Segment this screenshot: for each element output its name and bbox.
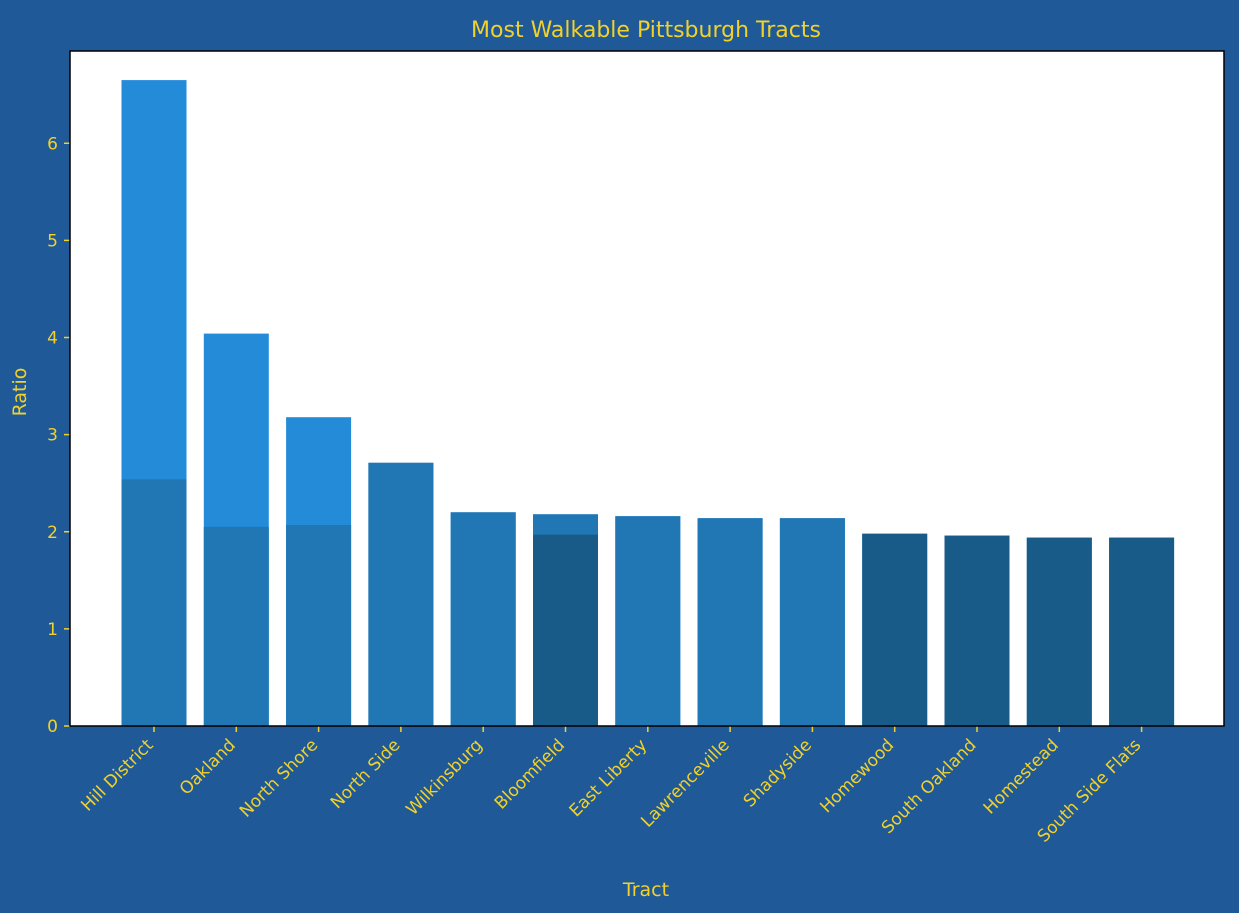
- bar-south-oakland-series-3: [944, 535, 1010, 726]
- bar-lawrenceville-series-2: [697, 518, 763, 726]
- y-tick-label: 5: [47, 231, 58, 251]
- bar-bloomfield-series-3: [533, 534, 598, 726]
- x-tick-label: Homestead: [980, 735, 1063, 818]
- y-tick-label: 3: [47, 426, 58, 446]
- y-tick-label: 0: [47, 717, 58, 737]
- bar-north-side-series-2: [368, 462, 434, 726]
- x-tick-label: North Side: [327, 735, 405, 813]
- bar-homewood-series-3: [862, 533, 928, 726]
- chart-title: Most Walkable Pittsburgh Tracts: [471, 18, 821, 43]
- y-tick-label: 2: [47, 523, 58, 543]
- x-tick-label: Shadyside: [740, 735, 816, 811]
- y-tick-label: 1: [47, 620, 58, 640]
- x-tick-label: East Liberty: [566, 735, 652, 821]
- bar-wilkinsburg-series-2: [450, 512, 516, 726]
- y-tick-label: 4: [47, 329, 58, 349]
- x-tick-label: Hill District: [77, 735, 157, 815]
- y-tick-label: 6: [47, 134, 58, 154]
- x-tick-label: Wilkinsburg: [402, 735, 486, 819]
- bar-shadyside-series-2: [779, 518, 845, 726]
- bars: [121, 80, 1175, 727]
- x-tick-label: Homewood: [816, 735, 898, 817]
- bar-south-side-flats-series-3: [1109, 537, 1175, 726]
- bar-oakland-series-2: [203, 526, 269, 726]
- y-axis: 0 1 2 3 4 5 6: [47, 134, 70, 737]
- x-tick-label: Lawrenceville: [637, 735, 733, 831]
- x-tick-label: Bloomfield: [491, 735, 569, 813]
- x-axis-label: Tract: [622, 879, 669, 901]
- x-tick-label: Oakland: [176, 735, 240, 799]
- plot-frame: [69, 50, 1225, 727]
- bar-hill-district-series-2: [121, 479, 187, 726]
- bar-homestead-series-3: [1026, 537, 1092, 726]
- bar-east-liberty-series-2: [615, 516, 681, 726]
- x-tick-label: North Shore: [236, 735, 322, 821]
- y-axis-label: Ratio: [9, 368, 31, 417]
- bar-north-shore-series-2: [286, 525, 352, 726]
